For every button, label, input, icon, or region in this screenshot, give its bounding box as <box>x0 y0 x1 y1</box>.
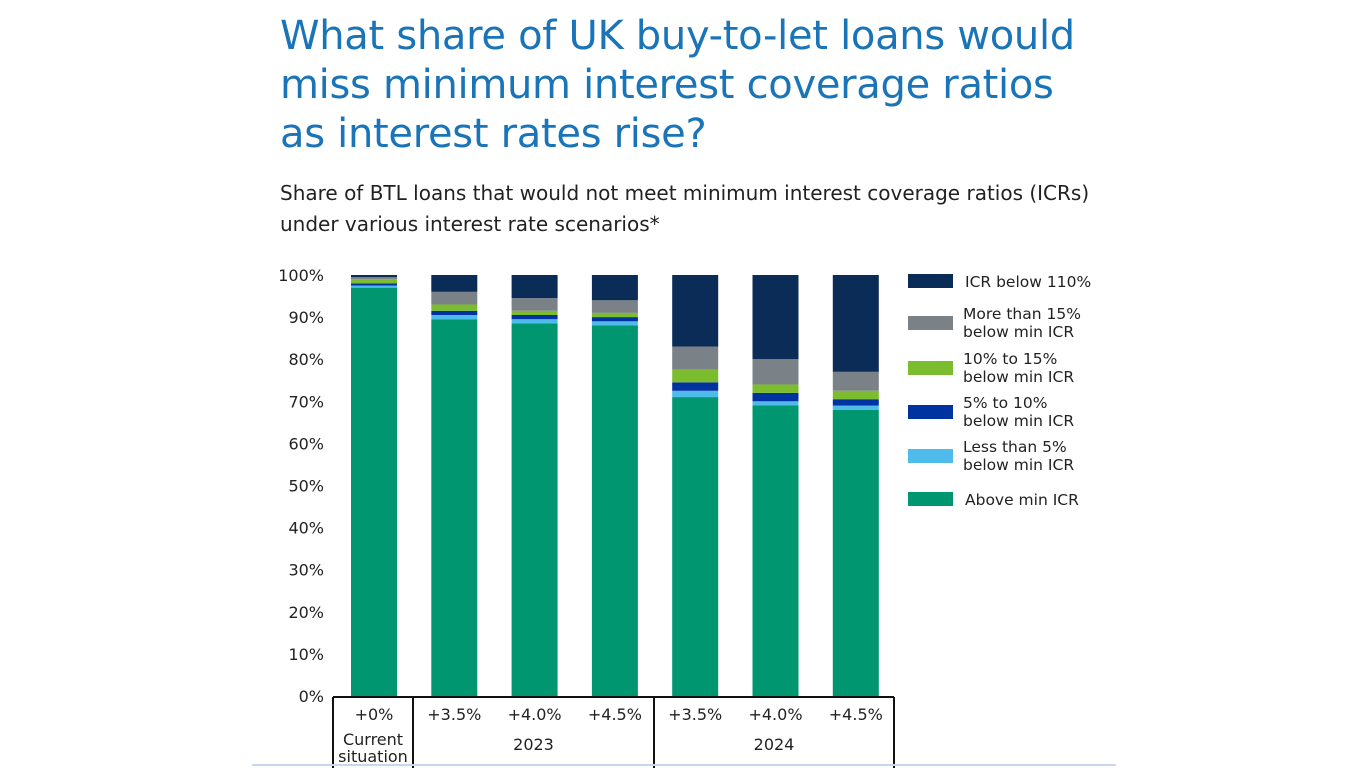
bar-segment <box>511 319 558 324</box>
bar-segment <box>351 285 397 288</box>
group-label: 2024 <box>754 735 795 754</box>
legend-label: 5% to 10% <box>963 394 1047 412</box>
y-tick-label: 10% <box>288 645 324 664</box>
y-tick-label: 0% <box>299 687 324 706</box>
bar-segment <box>431 304 478 311</box>
x-tick-label: +3.5% <box>427 705 481 724</box>
bar-segment <box>351 279 397 284</box>
legend-swatch <box>908 274 953 288</box>
bar-segment <box>351 287 397 696</box>
legend-label: below min ICR <box>963 323 1074 341</box>
legend-label: Above min ICR <box>965 491 1079 509</box>
legend-label: below min ICR <box>963 368 1074 386</box>
bar-segment <box>832 409 879 696</box>
bar-segment <box>591 312 638 318</box>
bar-segment <box>832 405 879 410</box>
bar-segment <box>832 275 879 372</box>
y-tick-label: 80% <box>288 350 324 369</box>
bar-segment <box>672 390 719 398</box>
bar-segment <box>752 401 799 406</box>
bar-segment <box>672 397 719 696</box>
legend-label: Less than 5% <box>963 438 1067 456</box>
bar-segment <box>752 275 799 360</box>
bar-segment <box>591 325 638 696</box>
bar-segment <box>431 275 478 292</box>
bar-segment <box>672 346 719 370</box>
x-tick-label: +4.0% <box>748 705 802 724</box>
bar-segment <box>431 319 478 696</box>
bar-segment <box>591 317 638 322</box>
y-tick-label: 90% <box>288 308 324 327</box>
legend-label: More than 15% <box>963 305 1081 323</box>
x-tick-label: +4.0% <box>508 705 562 724</box>
bar-segment <box>672 382 719 391</box>
legend-label: below min ICR <box>963 412 1074 430</box>
bar-segment <box>431 291 478 305</box>
y-tick-label: 70% <box>288 392 324 411</box>
bar-segment <box>511 314 558 320</box>
bar-segment <box>511 275 558 299</box>
y-tick-label: 20% <box>288 603 324 622</box>
x-tick-label: +3.5% <box>668 705 722 724</box>
y-tick-label: 40% <box>288 519 324 538</box>
bar-segment <box>511 323 558 696</box>
group-label: situation <box>338 747 408 766</box>
legend-swatch <box>908 361 953 375</box>
bar-segment <box>431 314 478 320</box>
bar-segment <box>832 399 879 406</box>
bar-segment <box>832 371 879 391</box>
bar-segment <box>672 275 719 347</box>
legend-swatch <box>908 405 953 419</box>
chart-subtitle: Share of BTL loans that would not meet m… <box>280 181 1090 236</box>
legend-swatch <box>908 316 953 330</box>
bottom-divider <box>252 764 1116 766</box>
bar-segment <box>832 390 879 400</box>
bar-segment <box>511 310 558 315</box>
y-tick-label: 100% <box>278 266 324 285</box>
bar-segment <box>351 283 397 286</box>
legend-swatch <box>908 492 953 506</box>
bar-segment <box>752 384 799 393</box>
legend-swatch <box>908 449 953 463</box>
bar-segment <box>591 300 638 313</box>
chart-title: What share of UK buy-to-let loans would … <box>280 13 1075 157</box>
x-tick-label: +0% <box>355 705 394 724</box>
x-tick-label: +4.5% <box>829 705 883 724</box>
group-label: 2023 <box>513 735 554 754</box>
bar-segment <box>431 310 478 315</box>
bar-segment <box>752 392 799 402</box>
y-tick-label: 30% <box>288 561 324 580</box>
bar-segment <box>672 369 719 383</box>
legend-label: below min ICR <box>963 456 1074 474</box>
bar-segment <box>591 275 638 301</box>
bar-segment <box>351 277 397 280</box>
bar-segment <box>752 405 799 696</box>
y-tick-label: 50% <box>288 477 324 496</box>
bar-segment <box>351 275 397 278</box>
bar-segment <box>752 359 799 385</box>
legend-label: 10% to 15% <box>963 350 1057 368</box>
legend-label: ICR below 110% <box>965 273 1091 291</box>
bar-segment <box>511 298 558 311</box>
y-tick-label: 60% <box>288 434 324 453</box>
x-tick-label: +4.5% <box>588 705 642 724</box>
group-label: Current <box>343 730 403 749</box>
bar-segment <box>591 321 638 326</box>
